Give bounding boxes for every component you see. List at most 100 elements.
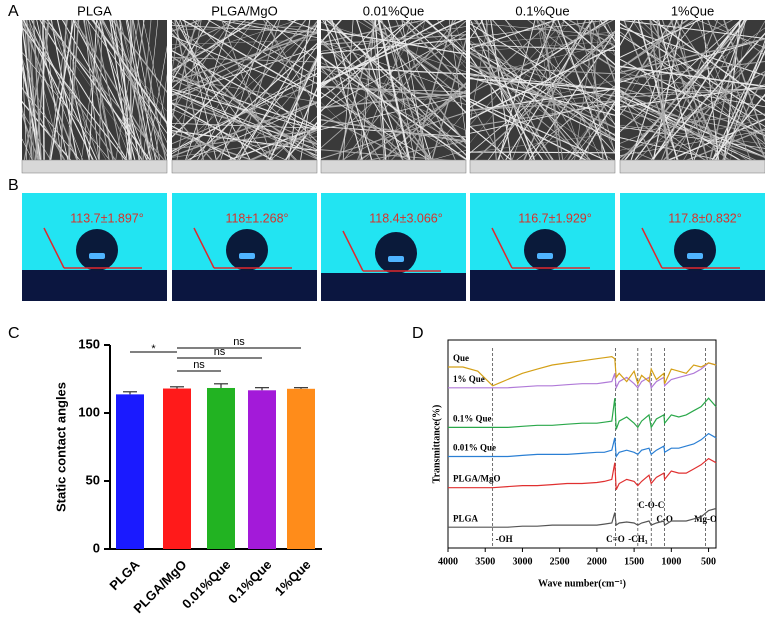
fiber <box>114 20 132 160</box>
fiber <box>129 20 132 160</box>
fiber <box>22 138 33 160</box>
fiber <box>22 105 33 160</box>
fiber <box>696 20 751 160</box>
photo-stage <box>321 273 466 301</box>
fiber <box>119 20 154 160</box>
fiber <box>620 34 765 128</box>
droplet-highlight <box>89 253 105 259</box>
fiber <box>172 20 258 72</box>
fiber <box>172 20 255 130</box>
fiber <box>693 20 747 160</box>
fiber <box>172 129 317 150</box>
fiber <box>470 101 615 134</box>
fiber <box>552 20 615 126</box>
fiber <box>321 56 466 160</box>
x-tick-label: 2000 <box>587 556 607 567</box>
fiber <box>25 20 40 160</box>
fiber <box>470 51 615 102</box>
photo-stage <box>172 270 317 301</box>
fiber <box>22 40 27 160</box>
fiber <box>132 20 143 160</box>
fiber <box>46 20 151 160</box>
fiber <box>36 20 69 160</box>
fiber <box>470 98 607 160</box>
fiber <box>50 20 100 160</box>
fiber <box>620 38 765 74</box>
fiber <box>620 130 765 156</box>
fiber <box>29 20 38 160</box>
fiber <box>567 88 615 160</box>
fiber <box>343 20 457 160</box>
x-tick-label: 1000 <box>661 556 681 567</box>
fiber <box>200 20 307 160</box>
fiber <box>132 20 161 160</box>
fiber <box>100 20 167 157</box>
fiber <box>723 39 765 160</box>
fiber <box>172 90 317 157</box>
fiber <box>470 61 613 160</box>
fiber <box>321 33 466 127</box>
fiber <box>620 60 765 80</box>
fiber <box>22 20 78 160</box>
fiber <box>325 20 466 142</box>
marker-label: Mg-O <box>694 514 717 524</box>
fiber <box>620 20 734 80</box>
fiber <box>172 39 317 45</box>
fiber <box>172 20 201 79</box>
fiber <box>470 133 615 153</box>
fiber <box>470 20 558 50</box>
fiber <box>620 145 655 160</box>
fiber <box>321 34 466 46</box>
fiber <box>227 127 317 160</box>
fiber <box>470 80 615 115</box>
plot-frame <box>447 339 717 549</box>
fiber <box>620 112 707 160</box>
fiber <box>470 20 572 144</box>
fiber <box>267 20 317 158</box>
fiber <box>511 20 565 160</box>
x-tick-label: 4000 <box>438 556 458 567</box>
fiber <box>172 78 317 144</box>
fiber <box>470 125 513 160</box>
fiber <box>285 86 317 160</box>
x-tick-label: 0.01%Que <box>179 557 234 612</box>
marker-label: -CH₃ <box>628 534 647 544</box>
fiber <box>620 20 765 39</box>
x-tick-label: 3500 <box>475 556 495 567</box>
fiber <box>22 87 81 160</box>
fiber <box>413 20 466 64</box>
sem-info-bar <box>619 159 765 174</box>
fiber <box>109 20 131 160</box>
spectrum-line <box>448 397 717 430</box>
fiber <box>656 20 668 160</box>
fiber <box>172 24 317 33</box>
fiber <box>470 20 610 109</box>
fiber <box>367 140 466 160</box>
fiber <box>101 20 167 123</box>
fiber <box>430 150 466 160</box>
fiber <box>412 20 454 160</box>
fiber <box>649 20 727 160</box>
fiber <box>620 27 765 77</box>
fiber <box>505 20 594 160</box>
fiber <box>31 20 98 160</box>
fiber <box>374 20 387 160</box>
fiber <box>321 20 427 99</box>
fiber <box>337 20 423 160</box>
fiber <box>683 20 765 160</box>
y-tick-label: 150 <box>78 336 100 351</box>
fiber <box>591 20 615 84</box>
fiber <box>538 20 615 70</box>
fiber <box>172 20 232 113</box>
fiber <box>93 20 124 160</box>
fiber <box>722 72 765 160</box>
fiber <box>516 85 615 160</box>
fiber <box>321 92 431 160</box>
y-tick-label: 0 <box>93 540 100 555</box>
fiber <box>470 23 615 112</box>
fiber <box>685 128 765 160</box>
fiber <box>540 20 564 160</box>
fiber <box>142 20 167 129</box>
fiber <box>233 45 317 160</box>
